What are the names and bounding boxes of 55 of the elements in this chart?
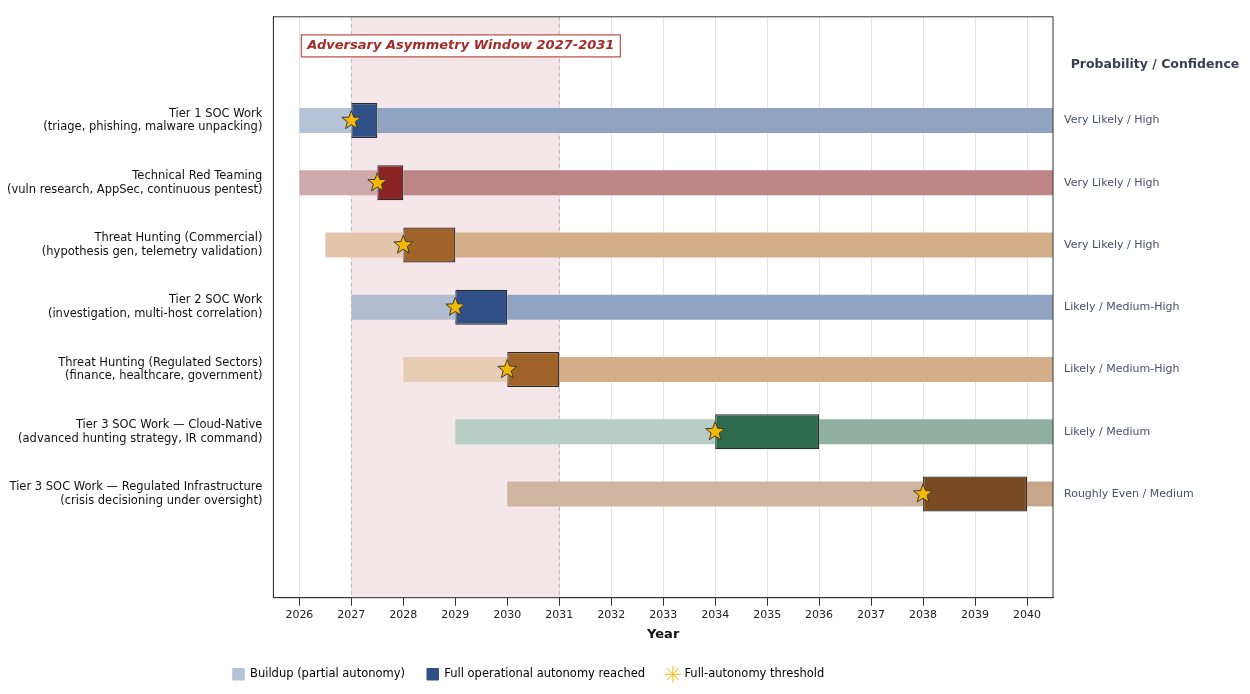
- text: Very Likely / High: [1064, 175, 1160, 189]
- point: [393, 234, 414, 254]
- x-axis-title: Year: [646, 626, 680, 642]
- legend-label: Full operational autonomy reached: [444, 666, 646, 681]
- text: Very Likely / High: [1064, 113, 1160, 127]
- x-tick-label: 2037: [857, 608, 886, 622]
- x-tick-label: 2038: [909, 608, 938, 622]
- x-tick-label: 2036: [805, 608, 834, 622]
- point: [705, 421, 726, 441]
- y-tick-label: Tier 1 SOC Work (triage, phishing, malware unpacking): [43, 105, 263, 134]
- y-tick-label: Tier 2 SOC Work (investigation, multi-host correlation): [47, 292, 263, 321]
- legend-label: Buildup (partial autonomy): [250, 666, 406, 681]
- text: Likely / Medium: [1064, 424, 1151, 438]
- bar: [377, 108, 1053, 133]
- text: Probability / Confidence: [1070, 56, 1240, 72]
- x-tick-label: 2033: [649, 608, 678, 622]
- bar: [819, 419, 1053, 445]
- bar: [325, 232, 404, 258]
- x-tick-label: 2034: [701, 608, 730, 622]
- point: [341, 110, 362, 130]
- text: Likely / Medium-High: [1064, 300, 1180, 314]
- x-tick-label: 2027: [337, 608, 366, 622]
- point: [367, 172, 388, 192]
- bar: [507, 294, 1053, 320]
- x-tick-label: 2026: [285, 608, 314, 622]
- y-tick-label: Technical Red Teaming (vuln research, AppSec, continuous pentest): [6, 167, 263, 196]
- x-tick-label: 2028: [389, 608, 418, 622]
- point: [445, 296, 466, 316]
- y-tick-label: Threat Hunting (Commercial) (hypothesis gen, telemetry validation): [41, 230, 263, 258]
- bar: [559, 357, 1053, 382]
- bar: [455, 419, 716, 445]
- bar: [403, 357, 508, 382]
- bar: [299, 108, 352, 133]
- legend-label: Full-autonomy threshold: [684, 666, 825, 681]
- y-tick-label: Tier 3 SOC Work — Cloud-Native (advanced hunting strategy, IR command): [18, 416, 263, 445]
- point: [913, 483, 934, 503]
- bar: [403, 170, 1053, 196]
- x-tick-label: 2031: [545, 608, 574, 622]
- bar: [1027, 481, 1053, 507]
- x-tick-label: 2030: [493, 608, 522, 622]
- x-tick-label: 2029: [441, 608, 470, 622]
- x-tick-label: 2032: [597, 608, 626, 622]
- text: Very Likely / High: [1064, 237, 1160, 251]
- text: Roughly Even / Medium: [1064, 486, 1194, 500]
- y-tick-label: Tier 3 SOC Work — Regulated Infrastructure (crisis decisioning under oversight): [8, 479, 263, 507]
- x-tick-label: 2040: [1013, 608, 1042, 622]
- bar: [351, 294, 456, 320]
- y-tick-label: Threat Hunting (Regulated Sectors) (finance, healthcare, government): [57, 354, 263, 383]
- bar: [455, 232, 1053, 258]
- x-tick-label: 2039: [961, 608, 990, 622]
- band-label: Adversary Asymmetry Window 2027-2031: [306, 37, 615, 53]
- point: [497, 358, 518, 379]
- bar: [507, 481, 924, 507]
- x-tick-label: 2035: [753, 608, 782, 622]
- text: Likely / Medium-High: [1064, 362, 1180, 376]
